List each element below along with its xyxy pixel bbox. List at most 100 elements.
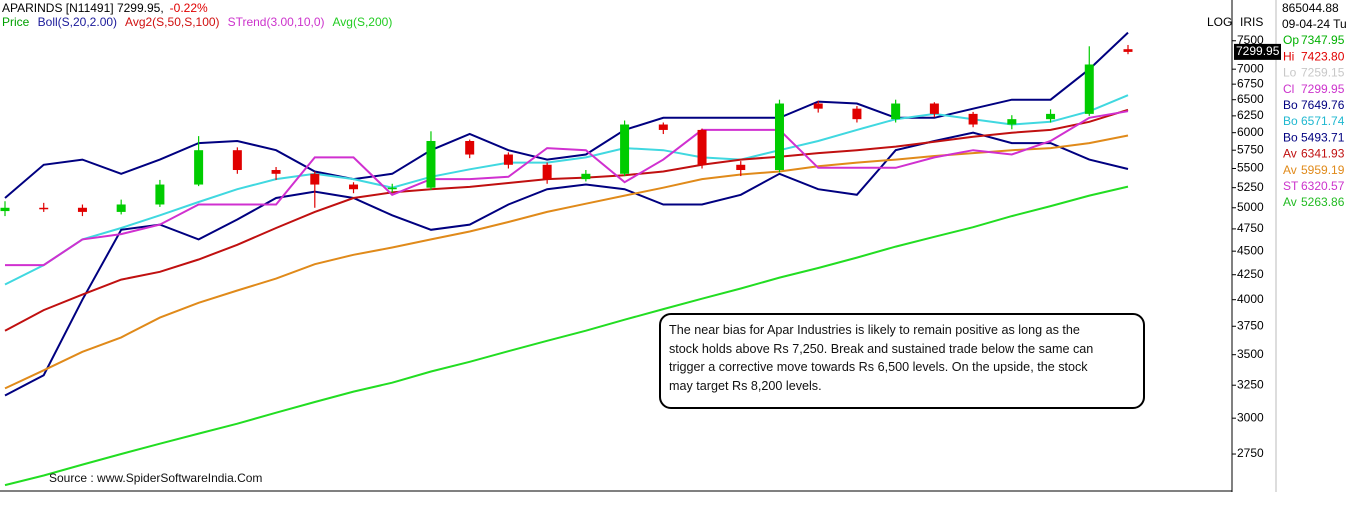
info-value: 7423.80 (1301, 49, 1345, 63)
header: APARINDS [N11491] 7299.95, -0.22% LOG IR… (2, 1, 1263, 29)
info-label: Av (1283, 195, 1297, 209)
info-label: ST (1283, 179, 1299, 193)
info-label: Hi (1283, 49, 1294, 63)
legend-entry: Price (2, 15, 30, 29)
candle-body (658, 124, 668, 130)
y-tick-label: 6500 (1237, 92, 1264, 106)
annotation-box: The near bias for Apar Industries is lik… (659, 313, 1145, 409)
y-tick-label: 4250 (1237, 267, 1264, 281)
candle-body (774, 103, 784, 171)
info-label: Bo (1283, 130, 1298, 144)
candle-body (77, 207, 87, 212)
candle-body (194, 150, 204, 185)
candle-body (620, 124, 630, 174)
info-label: Lo (1283, 66, 1297, 80)
info-value: 6341.93 (1301, 147, 1345, 161)
y-tick-label: 7000 (1237, 61, 1264, 75)
volume: 865044.88 (1282, 1, 1339, 15)
candle-body (155, 184, 165, 205)
candle-body (503, 154, 513, 165)
indicator-line (4, 185, 1129, 487)
info-value: 5493.71 (1301, 130, 1345, 144)
y-tick-label: 5500 (1237, 161, 1264, 175)
info-value: 7347.95 (1301, 33, 1345, 47)
y-tick-label: 5000 (1237, 200, 1264, 214)
candle-body (891, 103, 901, 120)
y-tick-label: 2750 (1237, 446, 1264, 460)
chart-title: APARINDS [N11491] 7299.95, (2, 1, 164, 15)
info-value: 7649.76 (1301, 98, 1345, 112)
indicator-line (4, 131, 1129, 397)
y-tick-label: 3250 (1237, 377, 1264, 391)
y-axis: 2750 3000 3250 3500 3750 4000 4250 4500 4750 5000… (1232, 33, 1281, 460)
y-tick-label: 6750 (1237, 76, 1264, 90)
source-text: Source : www.SpiderSoftwareIndia.Com (49, 471, 263, 485)
info-value: 5959.19 (1301, 163, 1345, 177)
y-tick-label: 3750 (1237, 318, 1264, 332)
source-label: IRIS (1240, 15, 1263, 29)
price-badge (1234, 43, 1281, 60)
candle-body (1007, 119, 1017, 125)
y-tick-label: 3000 (1237, 410, 1264, 424)
candle-body (116, 204, 126, 212)
y-tick-label: 4750 (1237, 221, 1264, 235)
legend-entry: STrend(3.00,10,0) (228, 15, 325, 29)
annotation-line: The near bias for Apar Industries is lik… (669, 323, 1080, 337)
annotation-line: may target Rs 8,200 levels. (669, 378, 822, 393)
legend-entry: Avg2(S,50,S,100) (125, 15, 220, 29)
candle-body (542, 164, 552, 180)
indicator-line (4, 108, 1129, 332)
candle-body (39, 207, 49, 210)
candle-body (929, 103, 939, 114)
legend-entry: Boll(S,20,2.00) (38, 15, 117, 29)
info-label: Bo (1283, 114, 1298, 128)
annotation-line: trigger a corrective move towards Rs 6,5… (669, 360, 1088, 374)
change: -0.22% (170, 1, 208, 15)
info-panel: 865044.88 09-04-24 Tu Op 7347.95 Hi 7423.80… (1282, 1, 1347, 209)
candle-body (0, 207, 10, 212)
candle-body (1084, 64, 1094, 114)
candle-body (426, 140, 436, 188)
indicator-line (5, 110, 1129, 267)
candle-body (697, 129, 707, 165)
info-value: 7259.15 (1301, 66, 1345, 80)
candle-body (968, 113, 978, 125)
date: 09-04-24 Tu (1282, 17, 1347, 31)
y-tick-label: 5750 (1237, 142, 1264, 156)
candle-body (813, 103, 823, 109)
candle-body (465, 140, 475, 155)
y-tick-label: 4000 (1237, 292, 1264, 306)
candle-body (1123, 49, 1133, 52)
indicator-line (4, 94, 1129, 286)
y-tick-label: 6250 (1237, 108, 1264, 122)
legend-entry: Avg(S,200) (333, 15, 393, 29)
indicator-lines (4, 31, 1129, 487)
info-value: 7299.95 (1301, 82, 1345, 96)
info-value: 6320.57 (1301, 179, 1345, 193)
y-tick-label: 4500 (1237, 243, 1264, 257)
candle-body (232, 150, 242, 171)
y-tick-label: 7500 (1237, 33, 1264, 47)
info-value: 6571.74 (1301, 114, 1345, 128)
candle-body (852, 108, 862, 120)
candle-body (736, 164, 746, 171)
info-label: Bo (1283, 98, 1298, 112)
y-tick-label: 3500 (1237, 347, 1264, 361)
candle-body (1046, 113, 1056, 120)
candle-body (310, 173, 320, 185)
info-label: Av (1283, 147, 1297, 161)
info-value: 5263.86 (1301, 195, 1345, 209)
info-label: Op (1283, 33, 1299, 47)
candle-body (271, 170, 281, 174)
candles (0, 44, 1133, 217)
candle-body (387, 187, 397, 190)
info-label: Cl (1283, 82, 1294, 96)
price-badge-label: 7299.95 (1236, 44, 1280, 58)
candle-body (349, 184, 359, 190)
y-tick-label: 5250 (1237, 180, 1264, 194)
y-tick-label: 6000 (1237, 125, 1264, 139)
indicator-line (4, 31, 1129, 199)
scale-label: LOG (1207, 15, 1232, 29)
